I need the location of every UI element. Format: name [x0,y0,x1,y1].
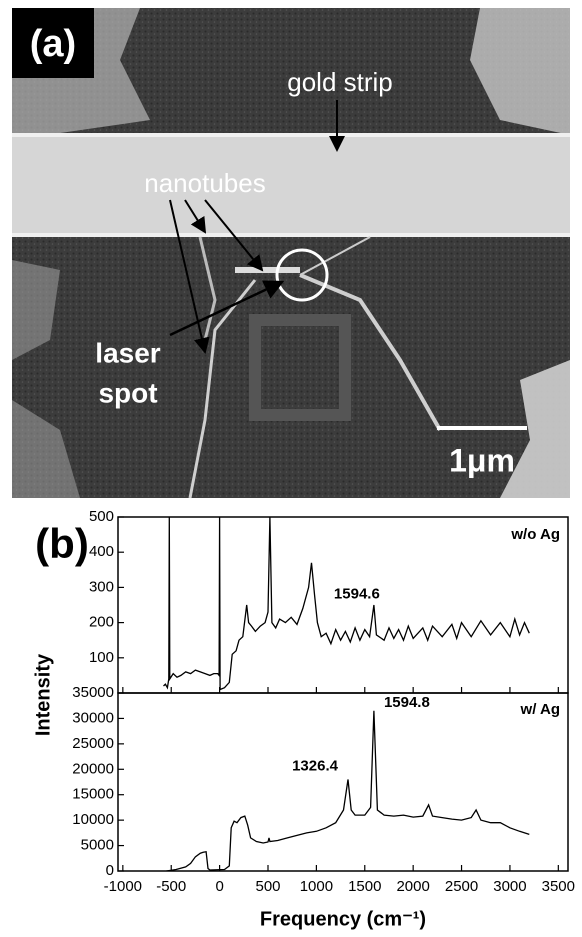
x-tick-label: 0 [215,878,223,895]
y-tick-label: 30000 [72,709,114,726]
annotation: gold strip [287,67,393,97]
y-tick-label: 15000 [72,786,114,803]
series-label: w/ Ag [520,701,560,718]
panel-label: (a) [30,23,76,65]
micrograph: (a) gold strip nanotubes laser spot 1μm [12,8,570,499]
y-tick-label: 35000 [72,684,114,701]
x-tick-label: 2000 [396,878,429,895]
x-tick-label: 500 [255,878,280,895]
annotation: nanotubes [144,168,265,198]
y-axis-label: Intensity [32,653,54,736]
x-tick-label: -500 [156,878,186,895]
annotation: spot [98,377,157,408]
x-tick-label: 2500 [445,878,478,895]
x-tick-label: 3500 [542,878,575,895]
y-tick-label: 300 [89,578,114,595]
plot-frame [117,692,569,872]
series-label: w/o Ag [510,526,560,543]
x-tick-label: 1000 [300,878,333,895]
peak-label: 1594.8 [384,694,430,711]
y-tick-label: 5000 [81,837,114,854]
scale-bar-label: 1μm [449,442,515,478]
y-tick-label: 10000 [72,811,114,828]
annotation: laser [95,337,160,368]
x-tick-label: 1500 [348,878,381,895]
peak-label: 1594.6 [334,585,380,602]
y-tick-label: 0 [106,862,114,879]
y-tick-label: 200 [89,614,114,631]
x-tick-label: -1000 [104,878,142,895]
peak-label: 1326.4 [292,758,339,775]
y-tick-label: 500 [89,508,114,525]
x-tick-label: 3000 [493,878,526,895]
plot-frame [117,516,569,694]
x-axis-label: Frequency (cm⁻¹) [260,908,426,930]
y-tick-label: 100 [89,649,114,666]
y-tick-label: 400 [89,543,114,560]
y-tick-label: 25000 [72,735,114,752]
spectrum-line [163,517,530,691]
y-tick-label: 20000 [72,760,114,777]
spectrum-line [166,710,530,871]
panel-label: (b) [35,520,89,567]
